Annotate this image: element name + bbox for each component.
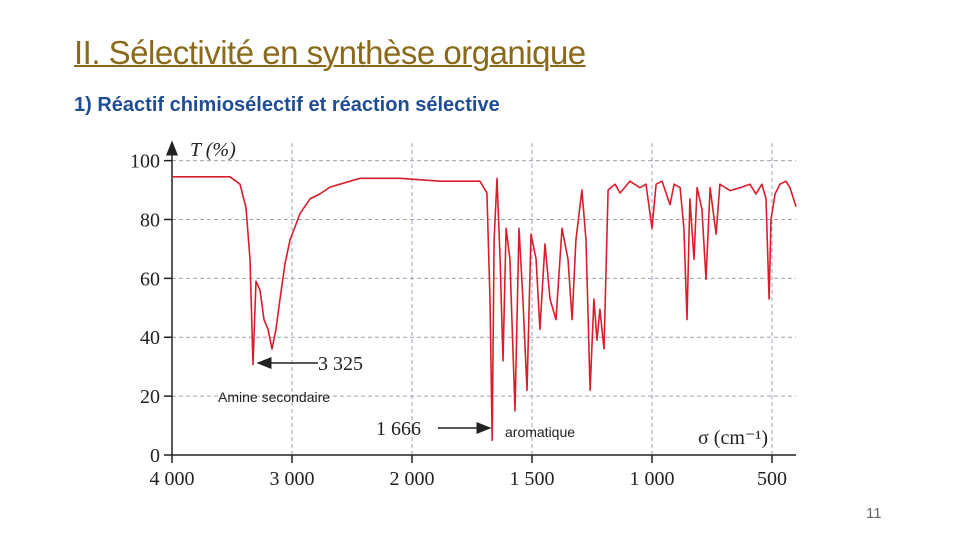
y-tick-label: 0 [150, 445, 160, 467]
annotation: 3 325 [318, 353, 363, 375]
annotation: aromatique [505, 424, 575, 440]
x-axis-label: σ (cm⁻¹) [698, 427, 768, 449]
annotation: 1 666 [376, 418, 421, 440]
x-tick-label: 500 [757, 468, 787, 490]
y-tick-label: 20 [140, 386, 160, 408]
x-tick-label: 3 000 [270, 468, 315, 490]
y-tick-label: 80 [140, 209, 160, 231]
spectrum-line [172, 176, 797, 442]
page-number: 11 [866, 505, 882, 522]
slide-subtitle: 1) Réactif chimiosélectif et réaction sé… [74, 94, 500, 116]
slide-title: II. Sélectivité en synthèse organique [74, 34, 586, 71]
y-axis-label: T (%) [190, 139, 236, 161]
y-tick-label: 40 [140, 327, 160, 349]
x-tick-label: 1 000 [630, 468, 675, 490]
y-tick-label: 60 [140, 268, 160, 290]
annotation: Amine secondaire [218, 389, 330, 405]
y-tick-label: 100 [130, 151, 160, 173]
x-tick-label: 4 000 [150, 468, 195, 490]
x-tick-label: 2 000 [390, 468, 435, 490]
x-tick-label: 1 500 [510, 468, 555, 490]
